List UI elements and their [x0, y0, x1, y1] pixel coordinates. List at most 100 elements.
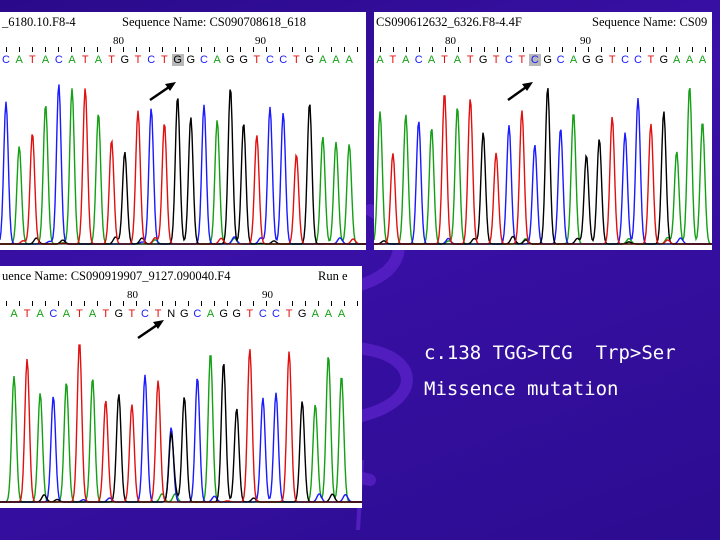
tick-mark [523, 47, 524, 52]
tick-mark [666, 47, 667, 52]
position-label: 80 [113, 35, 124, 47]
base-call: C [49, 308, 58, 320]
base-call: G [186, 54, 196, 66]
panel-header: _6180.10.F8-4 Sequence Name: CS090708618… [0, 12, 366, 32]
base-call: A [10, 308, 18, 320]
base-call: G [219, 308, 228, 320]
base-call: C [2, 54, 10, 66]
tick-mark [97, 47, 98, 52]
tick-mark [6, 301, 7, 306]
base-call: A [685, 54, 694, 66]
base-call: C [528, 54, 541, 66]
tick-mark [58, 301, 59, 306]
base-call: G [180, 308, 189, 320]
base-call: T [134, 54, 142, 66]
tick-mark [393, 47, 394, 52]
tick-mark [484, 47, 485, 52]
base-call: T [253, 54, 261, 66]
base-call: A [402, 54, 410, 66]
tick-mark [19, 301, 20, 306]
tick-mark [510, 47, 511, 52]
position-label: 80 [445, 35, 456, 47]
position-label: 80 [127, 289, 138, 301]
base-call: T [608, 54, 616, 66]
tick-mark [445, 47, 446, 52]
base-call: T [23, 308, 31, 320]
chromatogram-trace [374, 87, 712, 245]
base-call: A [324, 308, 333, 320]
base-call: A [453, 54, 462, 66]
tick-mark [279, 301, 280, 306]
tick-mark [536, 47, 537, 52]
trace-G [0, 363, 362, 503]
base-call: T [285, 308, 293, 320]
base-call: T [647, 54, 655, 66]
tick-mark [357, 301, 358, 306]
base-call: T [293, 54, 300, 66]
tick-mark [419, 47, 420, 52]
base-call: G [239, 54, 248, 66]
base-call: G [120, 54, 130, 66]
sequence-name: Sequence Name: CS090708618_618 [122, 15, 307, 29]
base-call: T [128, 308, 136, 320]
base-call: A [88, 308, 97, 320]
base-call: T [389, 54, 397, 66]
panel-header: uence Name: CS090919907_9127.090040.F4 R… [0, 266, 362, 286]
tick-mark [227, 301, 228, 306]
tick-mark [497, 47, 498, 52]
trace-C [0, 374, 362, 503]
chromatogram-trace [0, 344, 362, 503]
tick-mark [201, 47, 202, 52]
tick-mark [679, 47, 680, 52]
tick-mark [240, 301, 241, 306]
tick-mark [123, 301, 124, 306]
tick-mark [6, 47, 7, 52]
tick-mark [614, 47, 615, 52]
tick-mark [240, 47, 241, 52]
base-call: A [337, 308, 346, 320]
tick-mark [292, 47, 293, 52]
base-call: C [258, 308, 267, 320]
base-call: G [478, 54, 488, 66]
tick-mark [84, 47, 85, 52]
tick-mark [214, 301, 215, 306]
trace-C [0, 84, 366, 245]
base-call: T [246, 308, 254, 320]
tick-mark [318, 301, 319, 306]
tick-mark [175, 301, 176, 306]
tick-mark [471, 47, 472, 52]
base-call: A [36, 308, 44, 320]
base-call: A [68, 54, 76, 66]
tick-mark [19, 47, 20, 52]
base-call: T [492, 54, 500, 66]
base-call: A [427, 54, 436, 66]
base-call: G [305, 54, 314, 66]
base-call: A [698, 54, 707, 66]
tick-mark [292, 301, 293, 306]
base-call: T [161, 54, 168, 66]
tick-mark [601, 47, 602, 52]
chromatogram-panel-2: CS090612632_6326.F8-4.4F Sequence Name: … [374, 12, 712, 250]
base-call: C [200, 54, 208, 66]
tick-mark [97, 301, 98, 306]
base-call: A [376, 54, 384, 66]
position-label: 90 [262, 289, 273, 301]
tick-mark [253, 47, 254, 52]
base-call: C [414, 54, 423, 66]
tick-row [0, 47, 366, 53]
base-call: G [297, 308, 307, 320]
tick-mark [136, 47, 137, 52]
panel-header: CS090612632_6326.F8-4.4F Sequence Name: … [374, 12, 712, 32]
tick-mark [32, 301, 33, 306]
trace-G [0, 89, 366, 245]
base-call: G [582, 54, 591, 66]
base-call: A [213, 54, 221, 66]
base-call: C [272, 308, 280, 320]
tick-mark [653, 47, 654, 52]
tick-mark [149, 301, 150, 306]
sequence-name: Sequence Name: CS09 [592, 15, 708, 29]
tick-mark [162, 47, 163, 52]
tick-mark [266, 301, 267, 306]
tick-mark [214, 47, 215, 52]
